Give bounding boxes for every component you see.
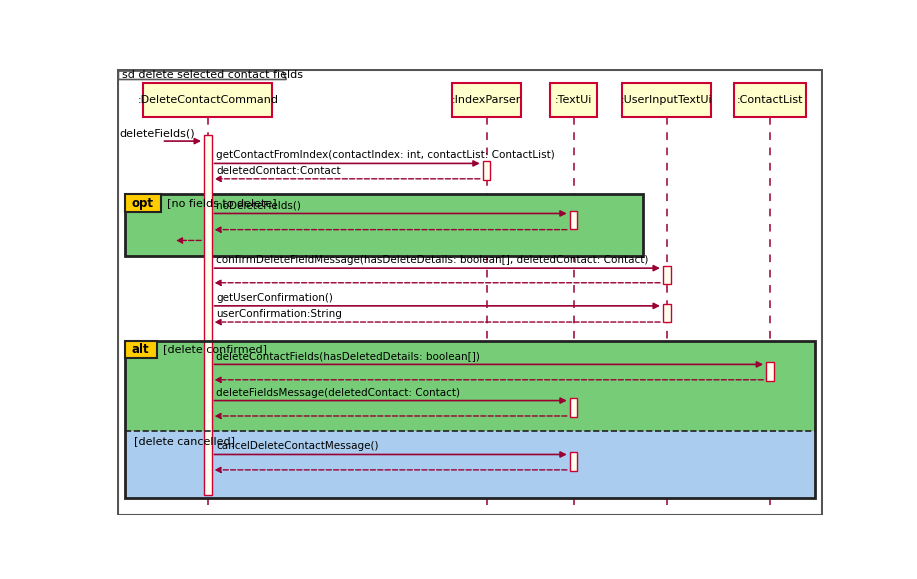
FancyBboxPatch shape (766, 362, 774, 380)
Text: [delete confirmed]: [delete confirmed] (163, 345, 267, 354)
FancyBboxPatch shape (569, 211, 578, 229)
FancyBboxPatch shape (549, 83, 597, 117)
FancyBboxPatch shape (117, 70, 823, 515)
FancyBboxPatch shape (482, 161, 491, 179)
FancyBboxPatch shape (663, 266, 670, 284)
FancyBboxPatch shape (204, 135, 212, 495)
FancyBboxPatch shape (569, 398, 578, 417)
Text: :UserInputTextUi: :UserInputTextUi (621, 96, 713, 105)
FancyBboxPatch shape (623, 83, 711, 117)
Polygon shape (118, 71, 286, 79)
Text: getContactFromIndex(contactIndex: int, contactList: ContactList): getContactFromIndex(contactIndex: int, c… (216, 151, 555, 160)
Text: alt: alt (132, 343, 149, 356)
Text: [delete cancelled]: [delete cancelled] (134, 435, 235, 446)
Text: deleteFieldsMessage(deletedContact: Contact): deleteFieldsMessage(deletedContact: Cont… (216, 387, 460, 398)
FancyBboxPatch shape (452, 83, 521, 117)
Text: :ContactList: :ContactList (736, 96, 803, 105)
FancyBboxPatch shape (125, 340, 815, 431)
FancyBboxPatch shape (569, 452, 578, 471)
Text: deletedContact:Contact: deletedContact:Contact (216, 166, 341, 176)
FancyBboxPatch shape (663, 303, 670, 322)
Text: deleteContactFields(hasDeletedDetails: boolean[]): deleteContactFields(hasDeletedDetails: b… (216, 351, 481, 361)
FancyBboxPatch shape (143, 83, 272, 117)
Text: confirmDeleteFieldMessage(hasDeleteDetails: boolean[], deletedContact: Contact): confirmDeleteFieldMessage(hasDeleteDetai… (216, 255, 648, 265)
Text: :IndexParser: :IndexParser (452, 96, 521, 105)
FancyBboxPatch shape (735, 83, 806, 117)
Text: sd delete selected contact fields: sd delete selected contact fields (122, 70, 303, 80)
FancyBboxPatch shape (125, 340, 157, 358)
Text: getUserConfirmation(): getUserConfirmation() (216, 293, 333, 303)
Text: :TextUi: :TextUi (555, 96, 592, 105)
Text: :DeleteContactCommand: :DeleteContactCommand (138, 96, 278, 105)
Text: opt: opt (131, 197, 153, 210)
Text: userConfirmation:String: userConfirmation:String (216, 309, 342, 319)
Text: cancelDeleteContactMessage(): cancelDeleteContactMessage() (216, 441, 379, 452)
Text: deleteFields(): deleteFields() (119, 128, 194, 138)
FancyBboxPatch shape (125, 194, 160, 212)
Text: noDeleteFields(): noDeleteFields() (216, 200, 301, 210)
FancyBboxPatch shape (125, 431, 815, 499)
Text: [no fields to delete]: [no fields to delete] (167, 198, 277, 208)
FancyBboxPatch shape (125, 194, 643, 256)
